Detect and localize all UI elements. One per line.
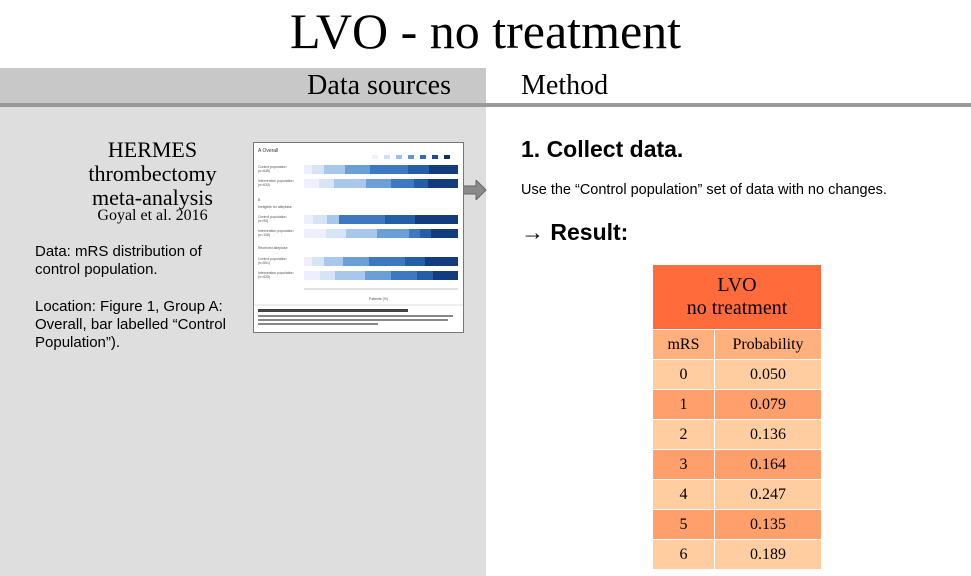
result-label: → Result: — [521, 219, 629, 245]
result-table: LVO no treatment mRS Probability 0 0.050… — [652, 264, 822, 570]
svg-text:Patients (%): Patients (%) — [369, 297, 388, 301]
source-title-line: thrombectomy — [88, 161, 217, 186]
table-caption-line: LVO — [717, 274, 757, 296]
location-note: Location: Figure 1, Group A: Overall, ba… — [35, 298, 226, 351]
table-row: 3 0.164 — [652, 449, 822, 480]
probability-cell: 0.247 — [714, 479, 822, 510]
table-row: 2 0.136 — [652, 419, 822, 450]
mrs-cell: 3 — [652, 449, 715, 480]
probability-cell: 0.135 — [714, 509, 822, 540]
svg-text:Intervention population: Intervention population — [258, 179, 293, 183]
svg-text:Control population: Control population — [258, 165, 286, 169]
data-sources-header-bar — [0, 68, 486, 103]
table-caption-line: no treatment — [686, 297, 788, 319]
svg-text:Received alteplase: Received alteplase — [258, 246, 288, 250]
svg-text:Control population: Control population — [258, 257, 286, 261]
probability-cell: 0.164 — [714, 449, 822, 480]
table-row: 6 0.189 — [652, 539, 822, 570]
data-note: Data: mRS distribution of control popula… — [35, 243, 202, 278]
mrs-cell: 6 — [652, 539, 715, 570]
table-row: 4 0.247 — [652, 479, 822, 510]
svg-text:Ineligible for alteplase: Ineligible for alteplase — [258, 205, 292, 209]
svg-text:(n=108): (n=108) — [258, 233, 270, 237]
svg-text:Control population: Control population — [258, 215, 286, 219]
svg-text:(n=633): (n=633) — [258, 183, 270, 187]
column-header-mrs: mRS — [652, 329, 715, 360]
svg-text:B: B — [258, 198, 261, 202]
column-header-probability: Probability — [714, 329, 822, 360]
arrow-right-icon — [463, 180, 487, 200]
svg-text:Intervention population: Intervention population — [258, 229, 293, 233]
method-step: 1. Collect data. — [521, 136, 684, 162]
mrs-cell: 4 — [652, 479, 715, 510]
probability-cell: 0.189 — [714, 539, 822, 570]
method-header-bar — [486, 68, 971, 103]
svg-text:Intervention population: Intervention population — [258, 271, 293, 275]
table-header-row: mRS Probability — [652, 329, 822, 360]
data-sources-heading: Data sources — [307, 70, 451, 101]
table-caption: LVO no treatment — [652, 264, 822, 330]
table-row: 1 0.079 — [652, 389, 822, 420]
figure-image: A Overall Control population(n=645) Inte… — [254, 143, 463, 332]
svg-text:A Overall: A Overall — [258, 148, 278, 154]
page-title: LVO - no treatment — [289, 3, 682, 59]
svg-text:(n=525): (n=525) — [258, 275, 270, 279]
header-divider — [0, 103, 971, 107]
svg-text:(n=551): (n=551) — [258, 261, 270, 265]
source-title-line: meta-analysis — [92, 185, 213, 210]
mrs-cell: 0 — [652, 359, 715, 390]
source-title-line: HERMES — [107, 137, 198, 162]
method-step-description: Use the “Control population” set of data… — [521, 182, 887, 198]
probability-cell: 0.079 — [714, 389, 822, 420]
probability-cell: 0.136 — [714, 419, 822, 450]
table-row: 5 0.135 — [652, 509, 822, 540]
mrs-cell: 2 — [652, 419, 715, 450]
method-heading: Method — [521, 70, 609, 101]
source-title: HERMES thrombectomy meta-analysis — [40, 138, 265, 210]
table-row: 0 0.050 — [652, 359, 822, 390]
mrs-cell: 5 — [652, 509, 715, 540]
source-citation: Goyal et al. 2016 — [97, 207, 208, 224]
probability-cell: 0.050 — [714, 359, 822, 390]
mrs-cell: 1 — [652, 389, 715, 420]
svg-text:(n=645): (n=645) — [258, 169, 270, 173]
paper-figure-thumbnail: A Overall Control population (n=645) Inte… — [253, 142, 464, 333]
svg-text:(n=95): (n=95) — [258, 219, 268, 223]
